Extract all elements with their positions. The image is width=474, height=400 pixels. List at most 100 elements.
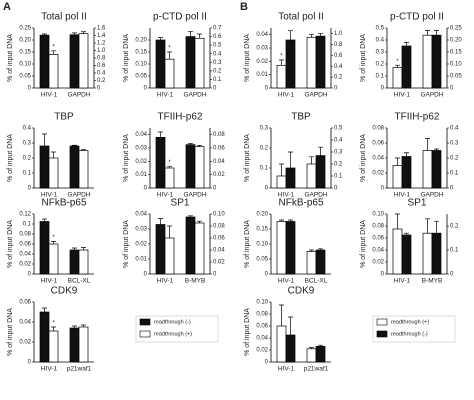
y2-tick-label: 0.08 — [213, 224, 225, 230]
y-tick-label: 0.04 — [372, 156, 384, 162]
y-axis-label: % of input DNA — [360, 220, 367, 268]
bar — [431, 34, 442, 89]
error-bar — [309, 249, 314, 252]
y-tick-label: 0.20 — [256, 212, 268, 218]
y-tick-label: 0.10 — [135, 62, 147, 68]
chart-title: Total pol II — [41, 12, 87, 23]
bar — [78, 326, 89, 363]
y-axis-label: % of input DNA — [7, 308, 14, 356]
annotation: * — [168, 46, 171, 52]
y-tick-label: 0.02 — [135, 159, 147, 165]
bar — [155, 39, 166, 89]
legend-swatch — [139, 330, 151, 338]
x-tick-label: GAPDH — [420, 192, 443, 199]
bar — [155, 224, 166, 275]
y2-tick-label: 0 — [450, 86, 454, 92]
x-tick-label: HIV-1 — [278, 192, 295, 199]
error-bar — [188, 142, 193, 145]
y-axis-label: % of input DNA — [244, 34, 251, 82]
y2-tick-label: 0.08 — [213, 132, 225, 138]
y-tick-label: 0.20 — [19, 38, 31, 44]
y-tick-label: 0.04 — [256, 32, 268, 38]
x-tick-label: GAPDH — [183, 92, 206, 99]
x-tick-label: B-MYB — [422, 278, 443, 285]
bar — [39, 221, 50, 275]
x-tick-label: GAPDH — [67, 192, 90, 199]
bar — [155, 136, 166, 189]
bar — [392, 67, 403, 89]
error-bar — [158, 37, 163, 40]
y-axis-label: % of input DNA — [123, 34, 130, 82]
y2-tick-label: 0.05 — [450, 74, 462, 80]
error-bar — [318, 33, 323, 37]
bar — [48, 157, 59, 189]
x-tick-label: p21waf1 — [67, 366, 92, 373]
chart-title: SP1 — [171, 198, 190, 209]
error-bar — [81, 247, 86, 250]
x-tick-label: HIV-1 — [41, 192, 58, 199]
y-tick-label: 0.04 — [19, 320, 31, 326]
y2-tick-label: 0.02 — [213, 260, 225, 266]
y-tick-label: 0.10 — [256, 300, 268, 306]
y2-tick-label: 0.06 — [213, 146, 225, 152]
y-tick-label: 0.2 — [23, 156, 32, 162]
legend-swatch — [139, 318, 151, 326]
bar — [401, 156, 412, 189]
bar — [401, 45, 412, 89]
bar — [185, 36, 196, 89]
y-tick-label: 0.04 — [19, 252, 31, 258]
error-bar — [188, 215, 193, 217]
bar — [194, 37, 205, 89]
chart-title: p-CTD pol II — [390, 12, 444, 23]
x-tick-label: HIV-1 — [41, 278, 58, 285]
y-tick-label: 0.1 — [376, 74, 385, 80]
bar — [164, 167, 175, 189]
x-tick-label: BCL-XL — [305, 278, 328, 285]
y-tick-label: 0.05 — [135, 74, 147, 80]
x-tick-label: GAPDH — [183, 192, 206, 199]
y-tick-label: 0.12 — [19, 212, 31, 218]
bar — [48, 330, 59, 363]
y-tick-label: 0.03 — [135, 227, 147, 233]
y-tick-label: 0.08 — [19, 232, 31, 238]
error-bar — [404, 232, 409, 235]
error-bar — [72, 247, 77, 250]
y-tick-label: 0.15 — [256, 227, 268, 233]
bar — [285, 334, 296, 363]
chart-title: TBP — [54, 112, 74, 123]
x-tick-label: HIV-1 — [41, 366, 58, 373]
y2-tick-label: 0.2 — [450, 156, 459, 162]
chart-title: NFkB-p65 — [41, 198, 86, 209]
bar — [285, 167, 296, 189]
x-tick-label: GAPDH — [304, 92, 327, 99]
bar — [276, 175, 287, 189]
y-tick-label: 0.15 — [135, 50, 147, 56]
y-tick-label: 0.08 — [372, 224, 384, 230]
bar — [69, 34, 80, 89]
y2-tick-label: 1.4 — [97, 33, 106, 39]
y-tick-label: 0 — [265, 360, 269, 366]
error-bar — [318, 248, 323, 250]
chart-title: TBP — [291, 112, 311, 123]
y-axis-label: % of input DNA — [123, 134, 130, 182]
error-bar — [158, 218, 163, 225]
y2-tick-label: 0.2 — [450, 224, 459, 230]
error-bar — [309, 34, 314, 38]
error-bar — [167, 51, 172, 60]
error-bar — [288, 316, 293, 335]
y2-tick-label: 1.6 — [97, 26, 106, 32]
y-tick-label: 0.4 — [376, 38, 385, 44]
error-bar — [288, 151, 293, 168]
y2-tick-label: 0.4 — [334, 138, 343, 144]
y2-tick-label: 0.2 — [334, 75, 343, 81]
y2-tick-label: 0.2 — [213, 68, 222, 74]
y2-tick-label: 0.7 — [213, 26, 222, 32]
bar — [315, 155, 326, 189]
y-tick-label: 0.08 — [372, 126, 384, 132]
y-tick-label: 0.06 — [372, 141, 384, 147]
bar — [164, 237, 175, 275]
y-tick-label: 0.04 — [135, 132, 147, 138]
bar — [306, 348, 317, 363]
y-tick-label: 0.4 — [23, 126, 32, 132]
y2-tick-label: 0.4 — [450, 126, 459, 132]
